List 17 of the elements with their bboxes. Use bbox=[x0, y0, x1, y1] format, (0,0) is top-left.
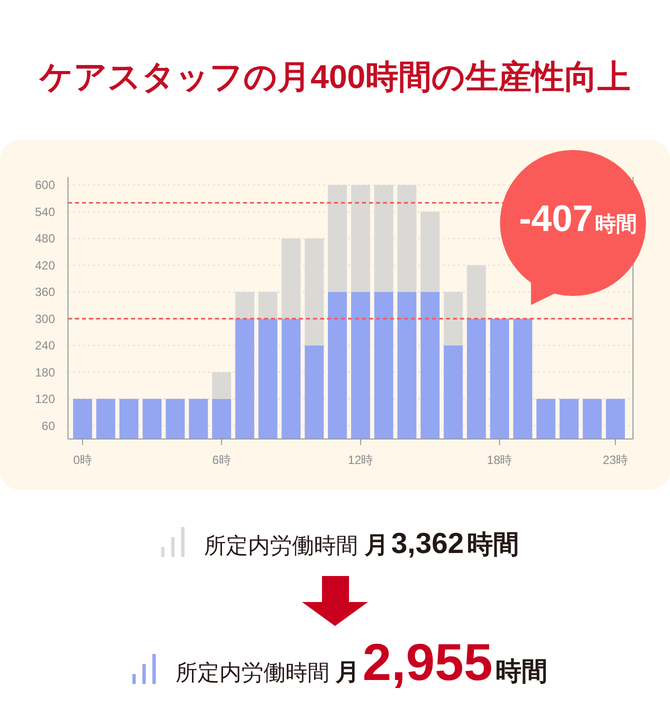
y-tick-label: 300 bbox=[34, 312, 56, 326]
chart-title: ケアスタッフの月400時間の生産性向上 bbox=[38, 58, 631, 95]
y-tick-label: 240 bbox=[34, 338, 56, 353]
x-tick-label: 0時 bbox=[73, 453, 92, 467]
x-tick-label: 23時 bbox=[602, 453, 628, 467]
x-tick-label: 6時 bbox=[212, 453, 231, 467]
y-tick-label: 360 bbox=[34, 285, 56, 300]
x-tick-label: 12時 bbox=[348, 453, 374, 467]
y-tick-label: 480 bbox=[34, 232, 56, 246]
y-tick-label: 60 bbox=[42, 418, 56, 433]
annotation: -407時間 bbox=[518, 198, 638, 239]
y-tick-label: 120 bbox=[34, 392, 56, 406]
y-tick-label: 540 bbox=[34, 204, 56, 219]
y-tick-label: 600 bbox=[34, 178, 56, 192]
y-tick-label: 420 bbox=[34, 258, 56, 272]
x-tick-label: 18時 bbox=[486, 453, 512, 467]
y-tick-label: 180 bbox=[34, 365, 56, 380]
